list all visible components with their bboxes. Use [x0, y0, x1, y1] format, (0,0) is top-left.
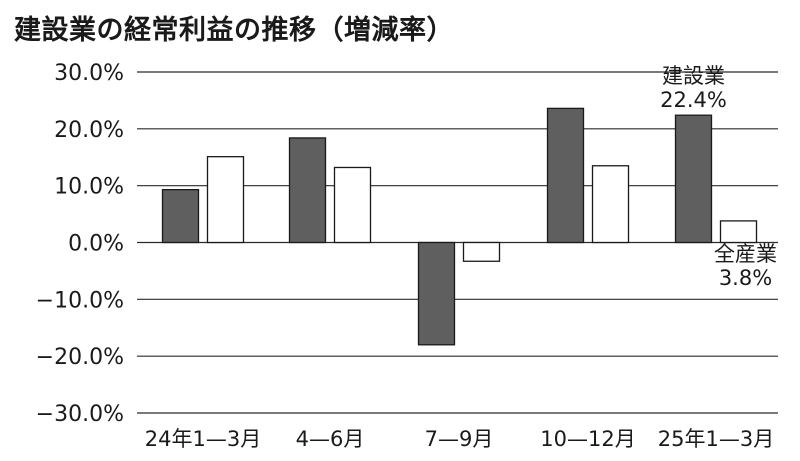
x-tick-label: 10—12月 — [540, 427, 635, 451]
bars — [161, 107, 758, 346]
x-tick-label: 25年1—3月 — [658, 427, 774, 451]
bar — [719, 220, 758, 244]
x-tick-label: 7—9月 — [425, 427, 494, 451]
y-tick-label: −20.0% — [36, 345, 124, 370]
bar — [333, 166, 372, 244]
y-tick-label: 0.0% — [68, 232, 124, 257]
bar — [591, 165, 630, 244]
annotation-value: 22.4% — [660, 88, 727, 112]
y-tick-label: −30.0% — [36, 402, 124, 427]
bar — [288, 137, 327, 244]
annotation-value: 3.8% — [719, 266, 772, 290]
bar — [206, 156, 245, 244]
y-tick-label: 30.0% — [54, 61, 124, 86]
bar — [417, 241, 456, 346]
y-axis-tick-labels: 30.0% 20.0% 10.0% 0.0% −10.0% −20.0% −30.0% — [36, 61, 124, 427]
x-tick-label: 4—6月 — [296, 427, 365, 451]
bar — [546, 107, 585, 244]
y-tick-label: 20.0% — [54, 118, 124, 143]
annotation-series-name: 全産業 — [714, 242, 777, 266]
x-axis-tick-labels: 24年1—3月 4—6月 7—9月 10—12月 25年1—3月 — [145, 427, 774, 451]
x-tick-label: 24年1—3月 — [145, 427, 261, 451]
chart-title: 建設業の経常利益の推移（増減率） — [14, 15, 454, 46]
y-tick-label: 10.0% — [54, 175, 124, 200]
bar — [161, 188, 200, 244]
y-tick-label: −10.0% — [36, 288, 124, 313]
bar — [462, 241, 501, 262]
annotation-series-name: 建設業 — [662, 64, 725, 88]
bar — [674, 114, 713, 244]
